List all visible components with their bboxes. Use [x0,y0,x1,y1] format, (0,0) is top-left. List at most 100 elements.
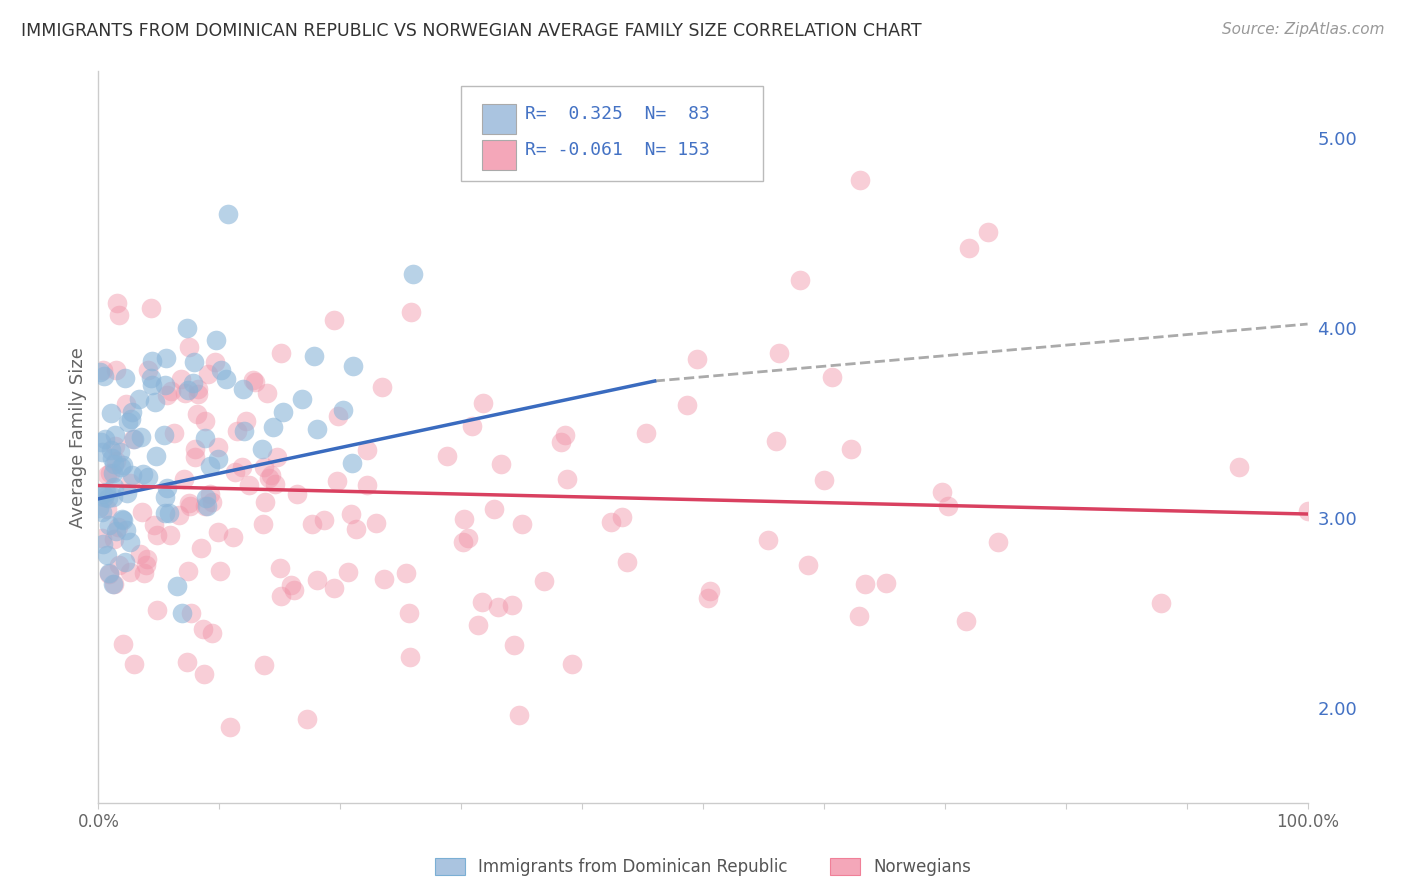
Point [98,566,121,580]
Point [301,516,323,531]
Point [371,380,394,394]
Point [295,713,318,727]
Point [176,321,198,335]
Point [314,513,336,527]
Point [270,346,292,360]
Text: R=  0.325  N=  83: R= 0.325 N= 83 [526,104,710,123]
Point [153,507,176,521]
Point [169,508,191,523]
Point [977,225,1000,239]
Point [110,460,132,475]
Point [686,351,709,366]
Point [122,432,145,446]
Point [554,427,576,442]
Point [399,305,422,319]
Point [238,478,260,492]
Point [307,574,329,588]
Point [616,555,638,569]
Point [508,708,530,723]
Point [471,396,494,410]
Point [471,595,494,609]
Point [195,499,218,513]
Text: R= -0.061  N= 153: R= -0.061 N= 153 [526,141,710,159]
Point [120,535,142,549]
Point [243,375,266,389]
Point [342,359,364,373]
Point [768,345,790,359]
Point [179,499,201,513]
Point [457,531,479,545]
Point [101,490,124,504]
Point [364,516,387,530]
Point [232,382,254,396]
Point [280,577,302,591]
Text: IMMIGRANTS FROM DOMINICAN REPUBLIC VS NORWEGIAN AVERAGE FAMILY SIZE CORRELATION : IMMIGRANTS FROM DOMINICAN REPUBLIC VS NO… [21,22,922,40]
Point [201,495,224,509]
Point [305,422,328,436]
Point [179,340,201,354]
Point [177,496,200,510]
Point [94,433,117,447]
Point [436,449,458,463]
Point [141,353,163,368]
Point [510,516,533,531]
Point [266,450,288,464]
Point [100,406,122,420]
Point [108,445,131,459]
Point [136,470,159,484]
Point [143,395,166,409]
Point [87,500,110,515]
Point [152,428,174,442]
Point [269,561,291,575]
Point [283,583,305,598]
Point [156,388,179,402]
Point [373,572,395,586]
Legend: Immigrants from Dominican Republic, Norwegians: Immigrants from Dominican Republic, Norw… [429,851,977,883]
Point [91,536,114,550]
Point [153,378,176,392]
Point [235,414,257,428]
Point [194,431,217,445]
Point [253,658,276,673]
Point [821,370,844,384]
Point [461,418,484,433]
Point [344,522,367,536]
Point [207,452,229,467]
Point [103,457,125,471]
Point [176,655,198,669]
Point [180,606,202,620]
Point [104,524,127,539]
Point [1150,596,1173,610]
Point [322,581,344,595]
Point [129,547,152,561]
Point [302,349,325,363]
Point [957,241,980,255]
Point [610,510,633,524]
Point [191,622,214,636]
Point [198,458,221,473]
Point [395,566,418,580]
Point [177,564,200,578]
Point [120,412,142,426]
Point [1229,460,1251,475]
Point [402,267,425,281]
Text: Source: ZipAtlas.com: Source: ZipAtlas.com [1222,22,1385,37]
Point [153,490,176,504]
Point [699,584,721,599]
Point [101,450,124,465]
Point [561,657,583,672]
Point [224,465,246,479]
Point [155,351,177,365]
Point [797,558,820,573]
Point [853,577,876,591]
Point [117,415,139,429]
Point [103,532,125,546]
Point [121,405,143,419]
Point [131,467,153,481]
Point [636,426,658,441]
Point [91,362,114,376]
Point [260,467,283,482]
Point [112,637,135,651]
Point [600,515,623,529]
Point [98,466,121,480]
